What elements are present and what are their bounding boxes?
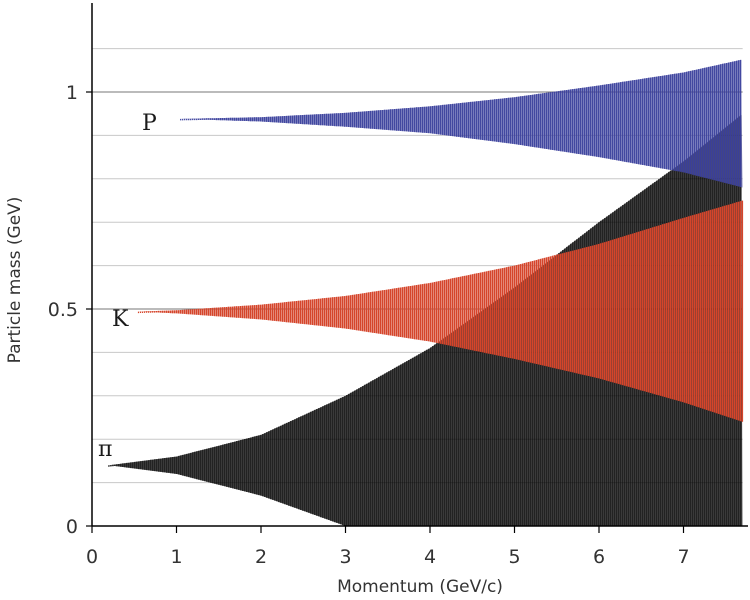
y-tick-label: 0.5: [48, 299, 78, 321]
x-tick-label: 0: [86, 546, 98, 568]
x-tick-label: 5: [508, 546, 520, 568]
x-axis-title: Momentum (GeV/c): [337, 577, 503, 597]
mass-bands: [108, 59, 744, 526]
pion-label: π: [98, 437, 112, 462]
axis-ticks: 0 1 2 3 4 5 6 7 0 0.5 1: [48, 82, 690, 568]
band-fill: [138, 200, 743, 422]
x-tick-label: 7: [677, 546, 689, 568]
band-K: [137, 200, 744, 422]
x-tick-label: 1: [170, 546, 182, 568]
band-fill: [108, 115, 743, 526]
band-P: [180, 59, 743, 188]
x-tick-label: 4: [424, 546, 436, 568]
kaon-label: K: [112, 307, 129, 332]
y-axis-title: Particle mass (GeV): [5, 197, 25, 364]
x-tick-label: 6: [593, 546, 605, 568]
band-fill: [180, 59, 743, 188]
y-tick-label: 1: [66, 82, 78, 104]
x-tick-label: 2: [255, 546, 267, 568]
y-tick-label: 0: [66, 516, 78, 538]
proton-label: P: [142, 111, 157, 136]
plot-frame: [91, 3, 748, 527]
x-tick-label: 3: [339, 546, 351, 568]
